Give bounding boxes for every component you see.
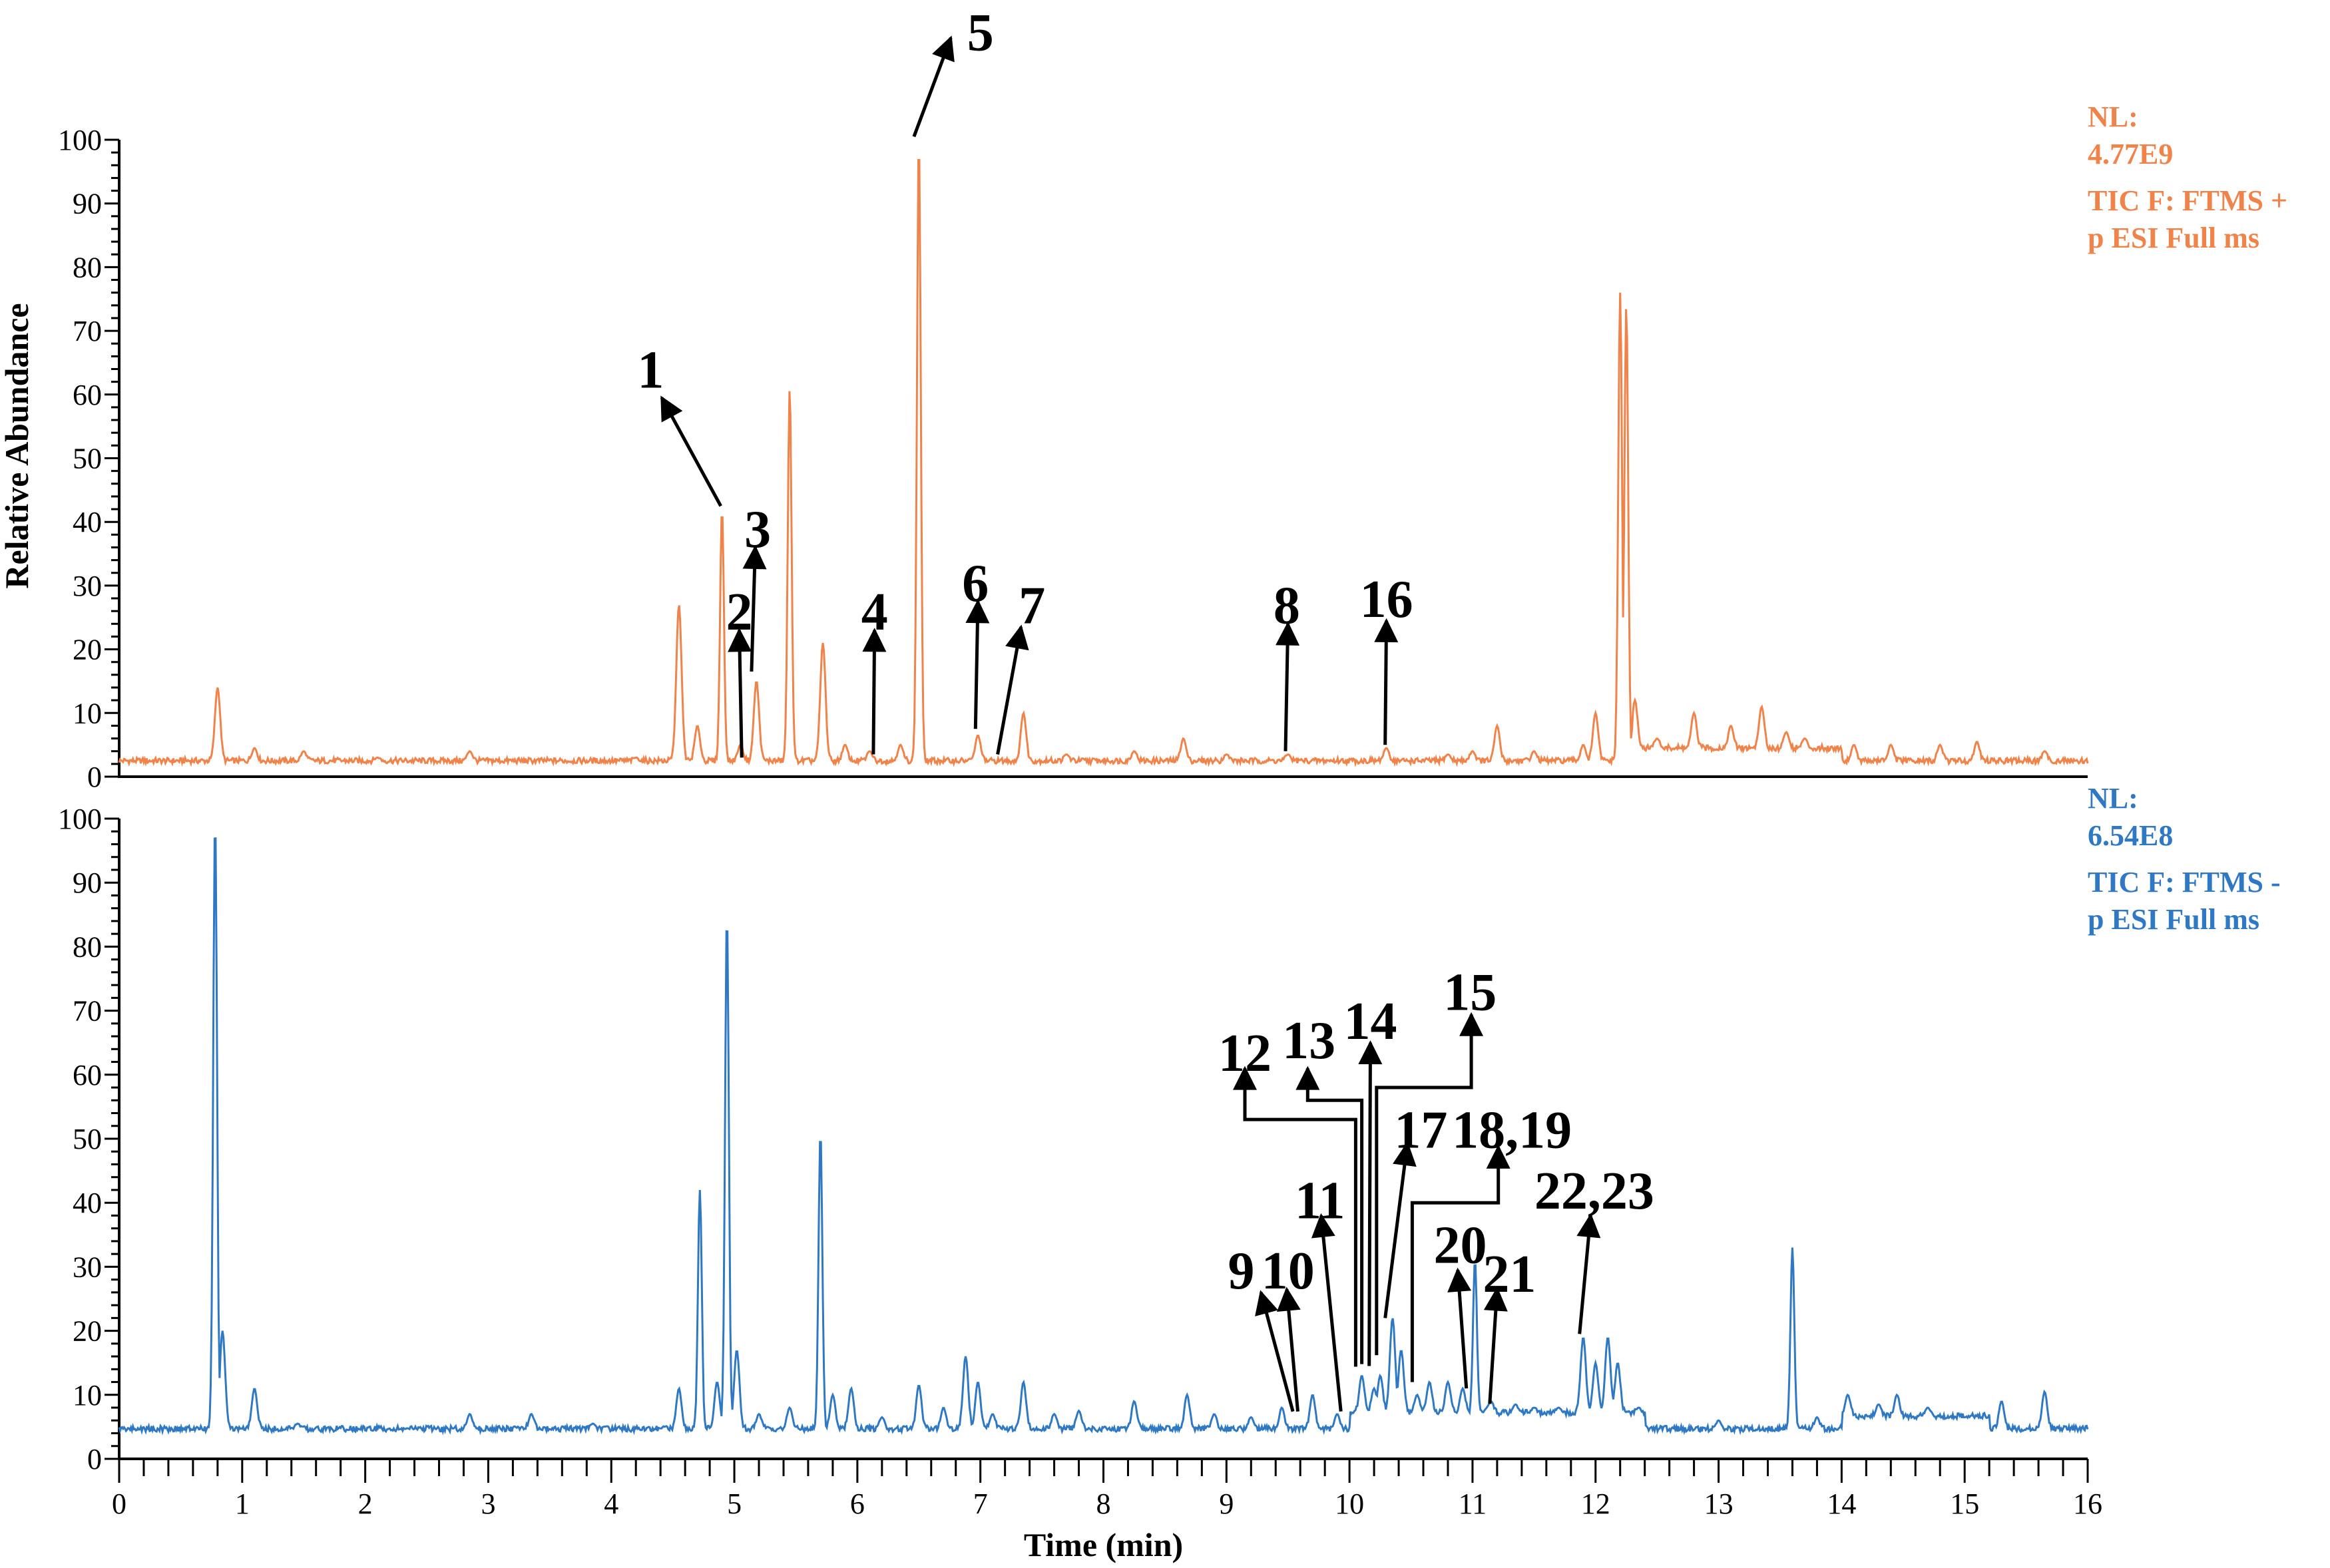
x-tick-label: 9 xyxy=(1219,1487,1234,1520)
bottom-legend-line1: TIC F: FTMS - xyxy=(2088,866,2281,898)
annotation-arrow xyxy=(1576,1213,1601,1334)
annotation-arrow xyxy=(1311,1213,1343,1412)
x-tick-label: 16 xyxy=(2073,1487,2102,1520)
annotation-arrow xyxy=(1483,1286,1508,1404)
y-tick-label: 40 xyxy=(73,1187,102,1219)
annotation-label: 15 xyxy=(1443,964,1497,1022)
annotation-arrow xyxy=(1374,618,1399,745)
annotation-label: 6 xyxy=(962,554,989,613)
y-tick-label: 20 xyxy=(73,634,102,666)
bottom-legend: NL: 6.54E8 TIC F: FTMS - p ESI Full ms xyxy=(2088,780,2281,938)
annotation-label: 18,19 xyxy=(1452,1101,1572,1160)
annotation-label: 9 xyxy=(1228,1242,1254,1300)
y-tick-label: 70 xyxy=(73,315,102,347)
annotation-label: 22,23 xyxy=(1534,1162,1654,1221)
bottom-legend-line2: p ESI Full ms xyxy=(2088,903,2259,936)
y-tick-label: 10 xyxy=(73,1379,102,1412)
annotation-label: 1 xyxy=(637,341,664,400)
annotation-arrow xyxy=(1276,621,1300,751)
annotation-label: 11 xyxy=(1295,1171,1345,1230)
annotation-label: 13 xyxy=(1282,1012,1335,1070)
annotation-label: 14 xyxy=(1344,992,1397,1051)
annotation-arrow xyxy=(1447,1267,1472,1389)
y-tick-label: 60 xyxy=(73,379,102,411)
annotation-label: 8 xyxy=(1274,577,1300,636)
annotation-label: 2 xyxy=(726,583,752,642)
y-tick-label: 30 xyxy=(73,570,102,602)
annotation-label: 21 xyxy=(1483,1245,1536,1304)
annotation-arrow xyxy=(1375,1012,1484,1356)
y-tick-label: 80 xyxy=(73,930,102,963)
annotation-arrow xyxy=(912,35,955,138)
bottom-nl-value: 6.54E8 xyxy=(2088,819,2174,852)
x-tick-label: 3 xyxy=(481,1487,495,1520)
y-tick-label: 70 xyxy=(73,995,102,1028)
annotation-label: 12 xyxy=(1218,1024,1272,1083)
annotation-arrow xyxy=(1295,1066,1364,1364)
x-tick-label: 15 xyxy=(1950,1487,1979,1520)
x-tick-label: 14 xyxy=(1827,1487,1856,1520)
x-tick-label: 4 xyxy=(604,1487,618,1520)
x-tick-label: 0 xyxy=(112,1487,126,1520)
annotation-arrow xyxy=(1233,1066,1357,1367)
x-tick-label: 2 xyxy=(358,1487,373,1520)
annotation-label: 16 xyxy=(1360,570,1413,629)
y-axis-title: Relative Abundance xyxy=(0,303,35,588)
y-tick-label: 10 xyxy=(73,697,102,729)
annotation-label: 5 xyxy=(967,3,994,62)
y-tick-label: 100 xyxy=(58,803,102,835)
annotation-arrow xyxy=(1410,1144,1511,1382)
x-tick-label: 12 xyxy=(1581,1487,1610,1520)
annotation-arrow xyxy=(1358,1040,1383,1366)
annotation-arrow xyxy=(996,624,1029,755)
top-legend: NL: 4.77E9 TIC F: FTMS + p ESI Full ms xyxy=(2088,98,2287,257)
annotation-arrow xyxy=(1255,1290,1295,1412)
top-tic-trace xyxy=(118,158,2089,767)
annotation-label: 17 xyxy=(1394,1101,1447,1160)
annotation-arrow xyxy=(862,628,887,755)
y-tick-label: 0 xyxy=(87,1443,102,1475)
top-legend-line1: TIC F: FTMS + xyxy=(2088,184,2288,217)
top-legend-line2: p ESI Full ms xyxy=(2088,222,2259,254)
annotation-arrow xyxy=(1383,1141,1417,1318)
x-axis-title: Time (min) xyxy=(1024,1526,1183,1563)
annotation-arrow xyxy=(965,599,990,729)
y-tick-label: 90 xyxy=(73,188,102,220)
y-tick-label: 20 xyxy=(73,1315,102,1348)
x-tick-label: 10 xyxy=(1335,1487,1364,1520)
x-tick-label: 13 xyxy=(1704,1487,1734,1520)
y-tick-label: 50 xyxy=(73,1123,102,1155)
y-tick-label: 60 xyxy=(73,1059,102,1091)
top-nl-value: 4.77E9 xyxy=(2088,138,2174,170)
top-panel: 0 10 20 30 40 50 60 70 80 90 100 Relative Abundance… xyxy=(0,3,2089,793)
bottom-tic-trace xyxy=(118,837,2089,1436)
top-nl-label: NL: xyxy=(2088,100,2138,133)
bottom-nl-label: NL: xyxy=(2088,782,2138,815)
annotation-label: 10 xyxy=(1262,1242,1315,1300)
annotation-label: 20 xyxy=(1433,1217,1487,1275)
y-tick-label: 80 xyxy=(73,251,102,284)
x-tick-label: 6 xyxy=(850,1487,865,1520)
x-tick-label: 1 xyxy=(235,1487,250,1520)
y-tick-label: 30 xyxy=(73,1251,102,1283)
annotation-label: 4 xyxy=(861,583,888,642)
annotation-arrow xyxy=(742,544,767,672)
x-tick-label: 5 xyxy=(727,1487,742,1520)
y-tick-label: 40 xyxy=(73,506,102,538)
y-tick-label: 50 xyxy=(73,443,102,475)
annotation-label: 3 xyxy=(744,500,771,559)
x-tick-label: 11 xyxy=(1459,1487,1487,1520)
y-tick-label: 100 xyxy=(58,124,102,156)
annotation-arrow xyxy=(728,628,752,758)
y-tick-label: 90 xyxy=(73,867,102,899)
annotation-label: 7 xyxy=(1019,577,1045,636)
x-tick-label: 7 xyxy=(973,1487,988,1520)
x-tick-label: 8 xyxy=(1096,1487,1111,1520)
annotation-arrow xyxy=(660,395,722,507)
annotation-arrow xyxy=(1276,1286,1301,1412)
y-tick-label: 0 xyxy=(87,761,102,793)
